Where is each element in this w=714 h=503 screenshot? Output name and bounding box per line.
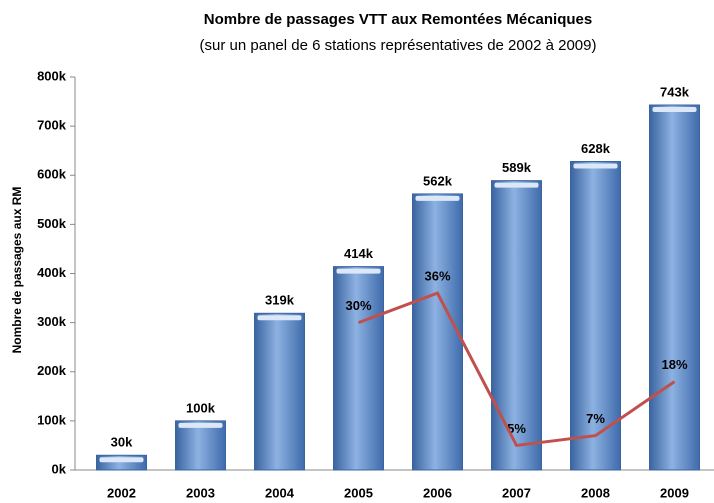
bar-highlight bbox=[257, 315, 302, 321]
bar bbox=[254, 312, 305, 471]
chart-title: Nombre de passages VTT aux Remontées Méc… bbox=[204, 11, 592, 28]
bar-highlight bbox=[652, 107, 697, 113]
chart-subtitle: (sur un panel de 6 stations représentati… bbox=[200, 37, 597, 54]
bar-highlight bbox=[99, 457, 144, 463]
bar-highlight bbox=[415, 195, 460, 201]
y-tick-label: 300k bbox=[37, 314, 67, 329]
x-tick-label: 2008 bbox=[581, 485, 610, 500]
bar bbox=[412, 193, 463, 471]
y-tick-label: 600k bbox=[37, 167, 67, 182]
bar bbox=[570, 160, 621, 471]
growth-line bbox=[357, 291, 676, 448]
value-label: 7% bbox=[586, 411, 605, 426]
value-label: 18% bbox=[661, 357, 687, 372]
value-label: 743k bbox=[660, 84, 690, 99]
x-tick-label: 2006 bbox=[423, 485, 452, 500]
value-label: 36% bbox=[424, 269, 450, 284]
x-tick-label: 2002 bbox=[107, 485, 136, 500]
y-tick-label: 200k bbox=[37, 363, 67, 378]
value-label: 100k bbox=[186, 400, 216, 415]
x-tick-label: 2007 bbox=[502, 485, 531, 500]
value-label: 589k bbox=[502, 160, 532, 175]
value-label: 319k bbox=[265, 293, 295, 308]
value-label: 562k bbox=[423, 173, 453, 188]
x-tick-label: 2009 bbox=[660, 485, 689, 500]
value-label: 628k bbox=[581, 141, 611, 156]
value-label: 5% bbox=[507, 421, 526, 436]
x-tick-label: 2003 bbox=[186, 485, 215, 500]
x-tick-label: 2005 bbox=[344, 485, 373, 500]
bar-highlight bbox=[178, 422, 223, 428]
y-tick-label: 100k bbox=[37, 412, 67, 427]
y-tick-label: 500k bbox=[37, 216, 67, 231]
bar bbox=[175, 420, 226, 471]
value-label: 30% bbox=[345, 298, 371, 313]
y-axis-label: Nombre de passages aux RM bbox=[10, 187, 24, 354]
bar-highlight bbox=[336, 268, 381, 274]
bar bbox=[333, 266, 384, 471]
y-tick-label: 700k bbox=[37, 118, 67, 133]
y-tick-label: 0k bbox=[52, 461, 67, 476]
bar-highlight bbox=[573, 163, 618, 169]
value-label: 30k bbox=[111, 435, 133, 450]
value-label: 414k bbox=[344, 246, 374, 261]
bar bbox=[491, 180, 542, 471]
y-tick-label: 400k bbox=[37, 265, 67, 280]
bar bbox=[649, 104, 700, 471]
y-tick-label: 800k bbox=[37, 68, 67, 83]
x-tick-label: 2004 bbox=[265, 485, 295, 500]
bar-highlight bbox=[494, 182, 539, 188]
